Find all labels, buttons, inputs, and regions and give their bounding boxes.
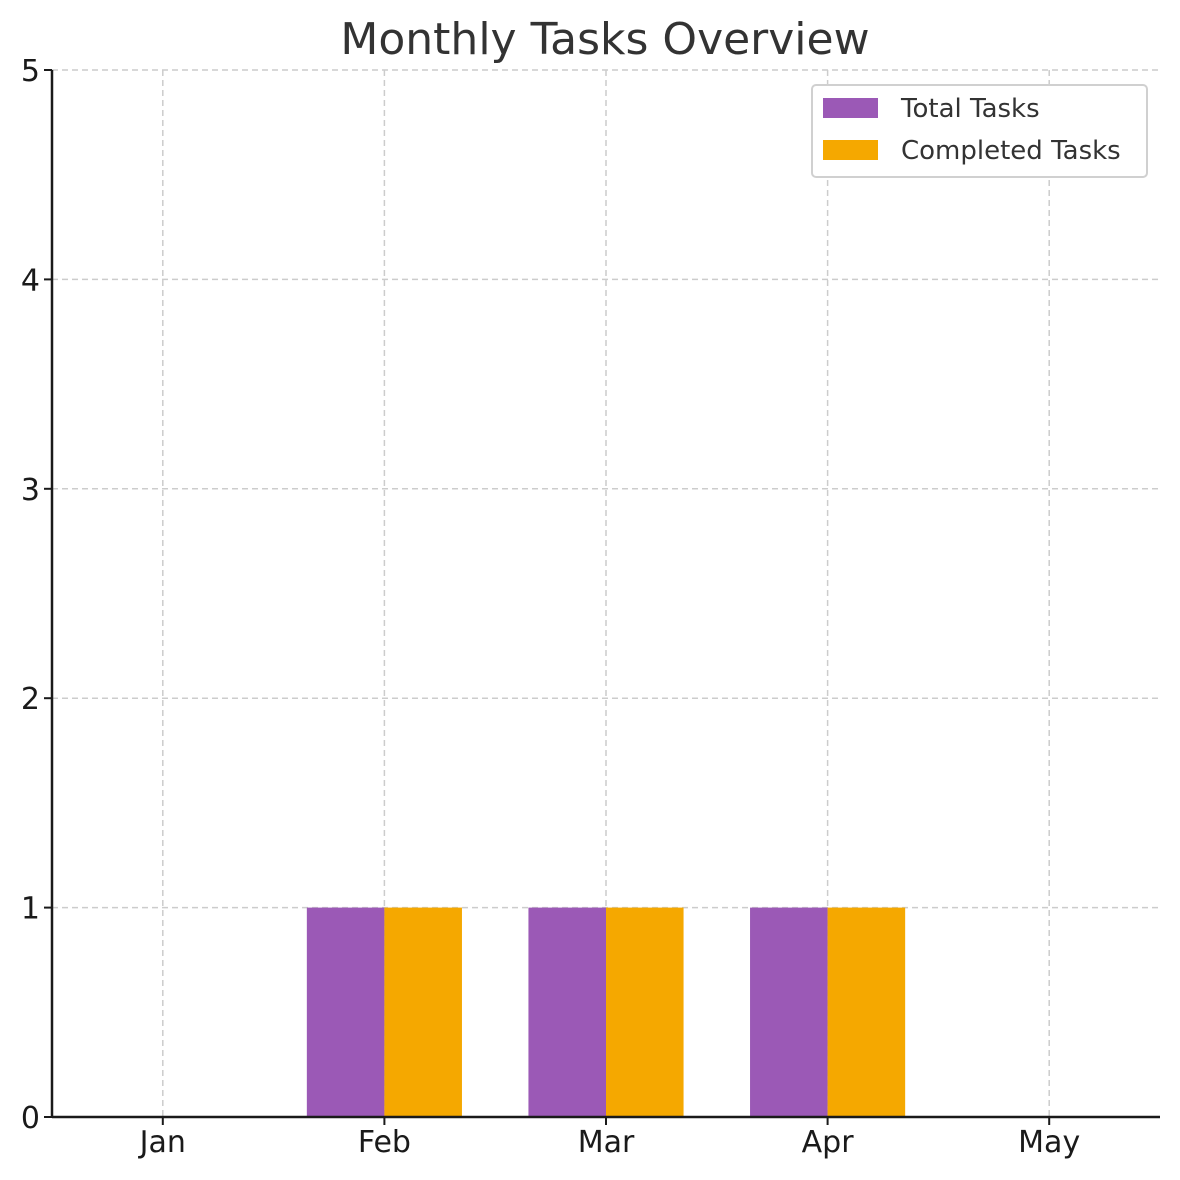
y-tick-label: 2 (21, 682, 40, 717)
chart-title: Monthly Tasks Overview (340, 14, 869, 65)
y-tick-label: 5 (21, 54, 40, 89)
legend-label: Total Tasks (900, 94, 1040, 124)
bars (306, 907, 906, 1117)
bar-apr-series-1 (750, 907, 828, 1117)
y-tick-label: 4 (21, 263, 40, 298)
legend-box (811, 84, 1148, 178)
x-tick-label: Jan (138, 1125, 186, 1160)
grid-lines (52, 69, 1160, 1117)
y-tick-label: 3 (21, 473, 40, 508)
y-tick-label: 1 (21, 892, 40, 927)
x-tick-label: Apr (802, 1125, 855, 1160)
x-tick-label: Feb (358, 1125, 411, 1160)
bar-mar-series-1 (528, 907, 606, 1117)
tick-labels: 0 1 2 3 4 5 Jan Feb Mar Apr May (21, 54, 1080, 1160)
x-tick-label: Mar (578, 1125, 635, 1160)
bar-feb-series-2 (384, 907, 462, 1117)
legend: Total Tasks Completed Tasks (811, 84, 1148, 178)
bar-mar-series-2 (606, 907, 684, 1117)
bar-feb-series-1 (306, 907, 385, 1117)
legend-swatch (823, 98, 878, 118)
y-tick-label: 0 (21, 1101, 40, 1136)
legend-label: Completed Tasks (901, 136, 1121, 166)
bar-apr-series-2 (827, 907, 906, 1117)
x-tick-label: May (1018, 1125, 1080, 1160)
legend-swatch (823, 140, 878, 160)
